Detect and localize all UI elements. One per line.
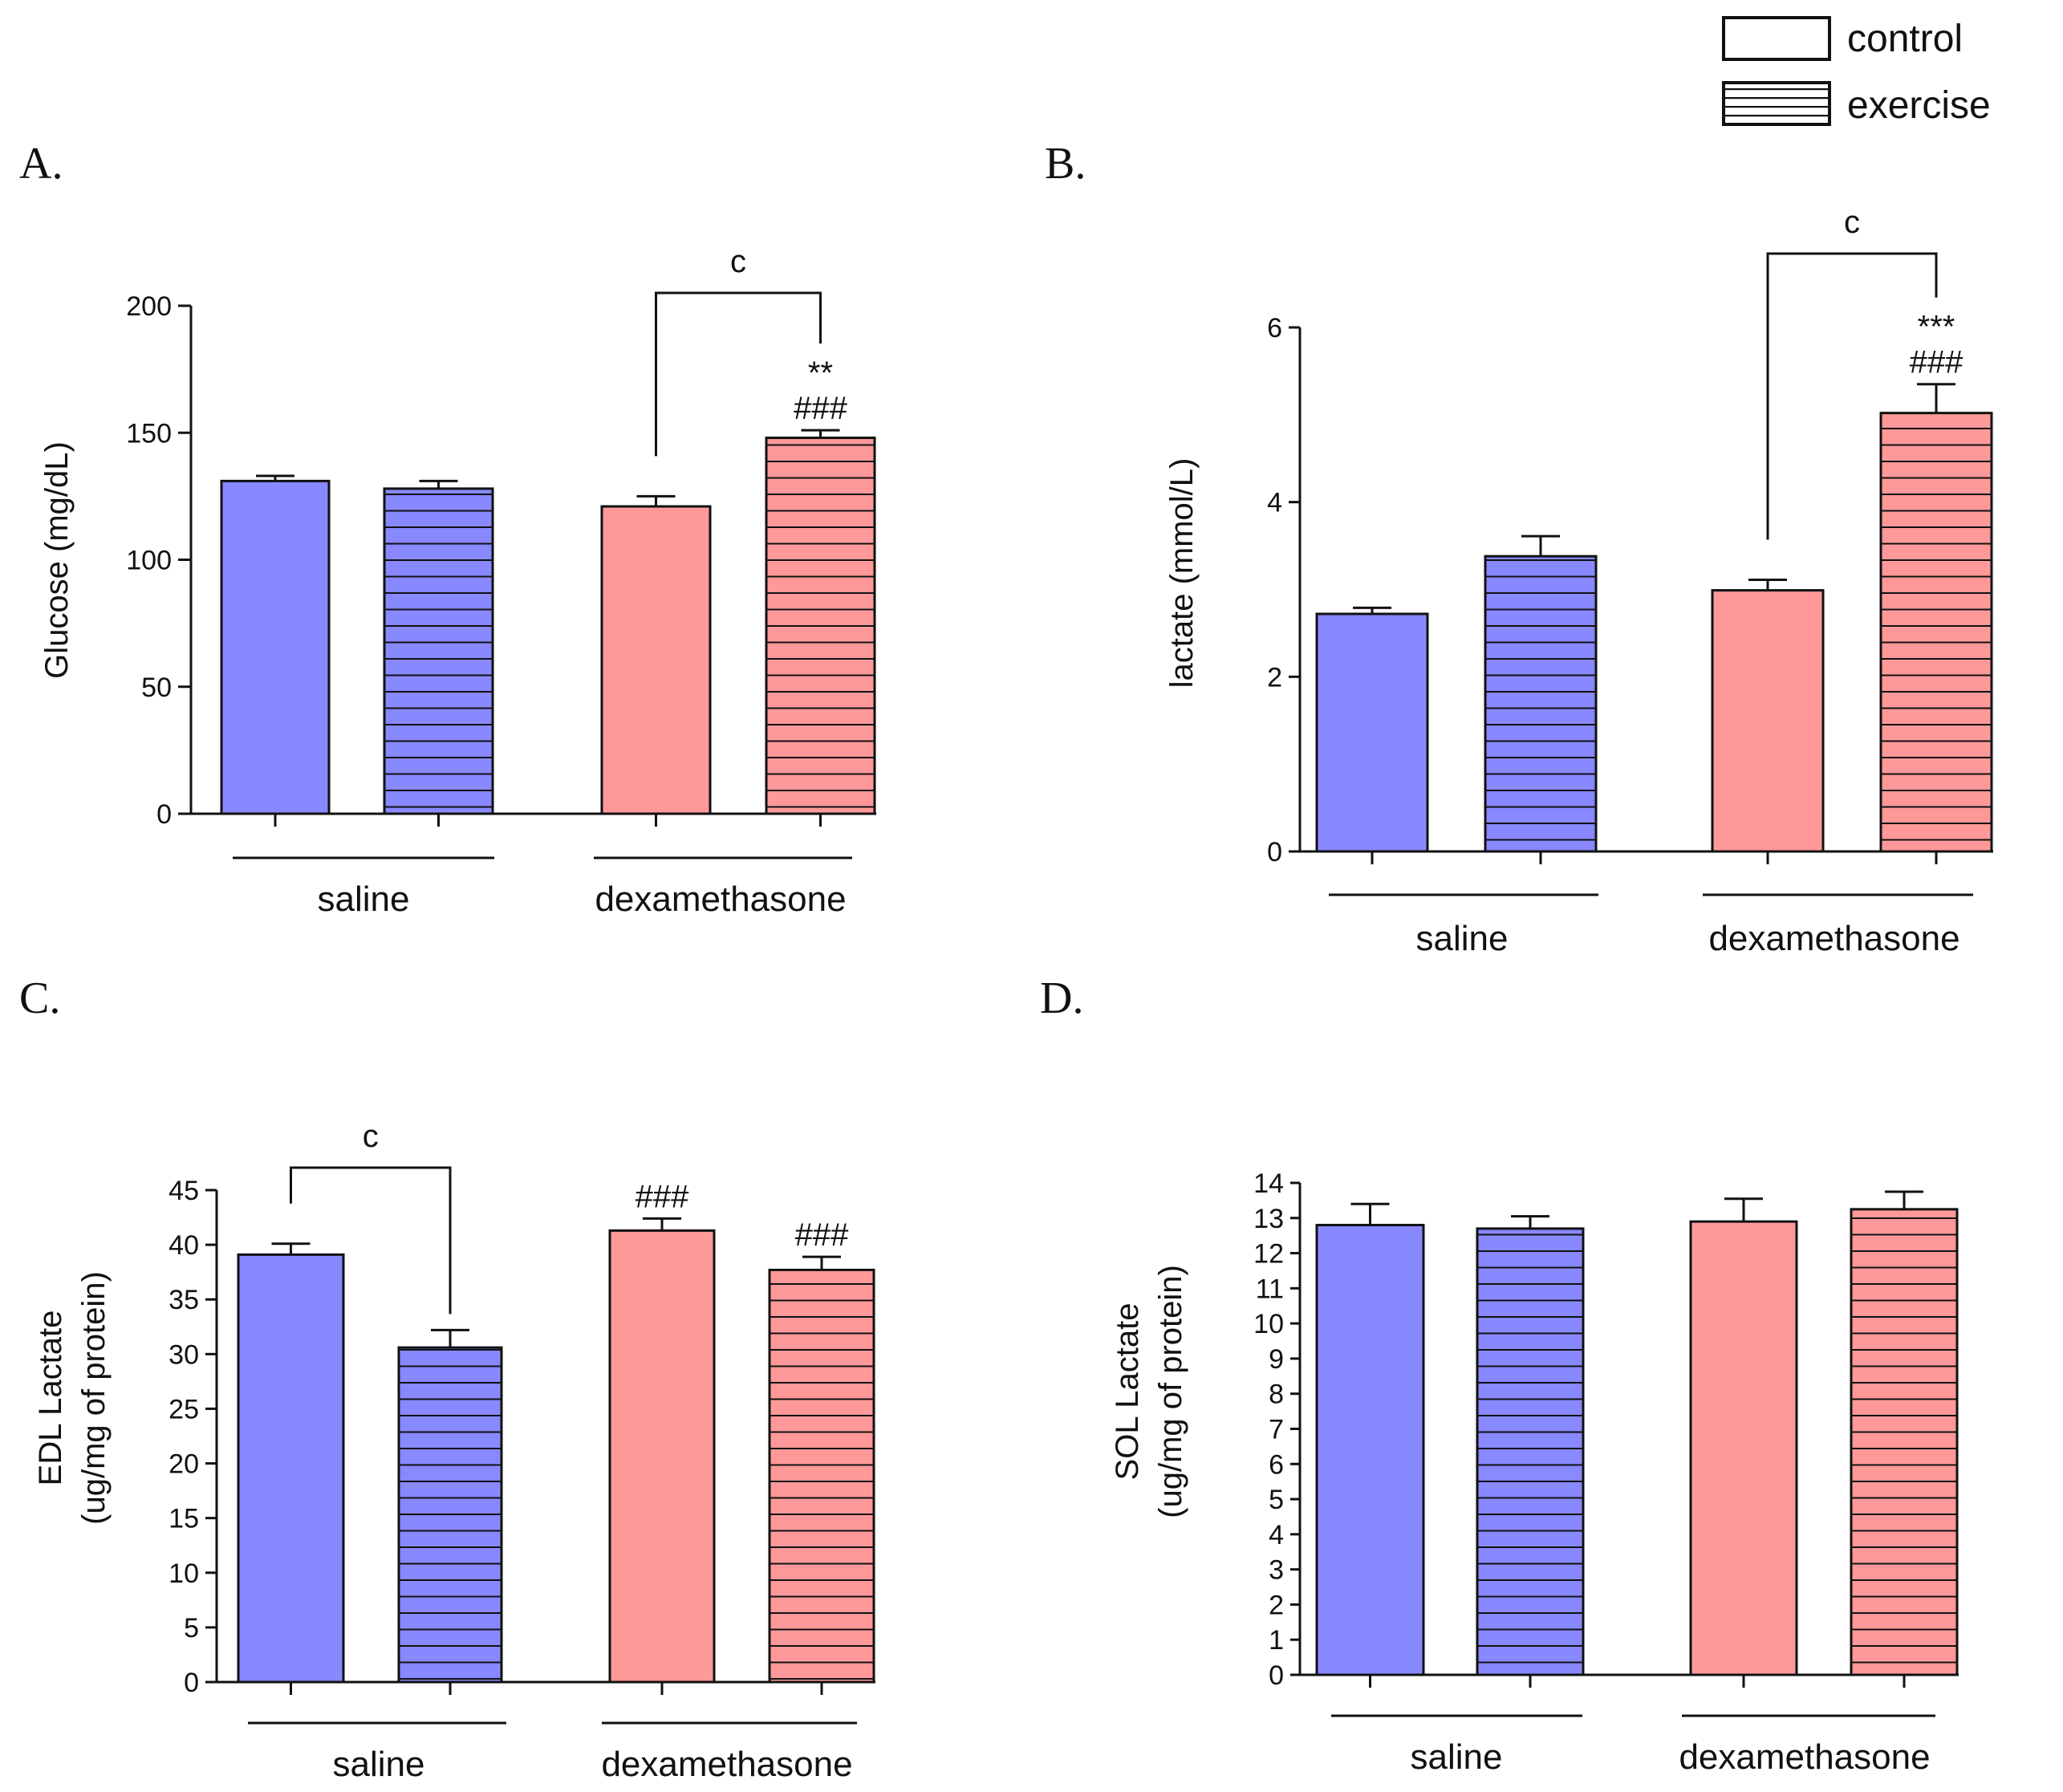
panel-b-group-label-saline: saline [1416, 919, 1509, 958]
panel-a-bar-dexamethasone-exercise [765, 437, 876, 815]
panel-a-y-tick-label: 200 [126, 291, 172, 322]
panel-d-y-tick-label: 8 [1269, 1380, 1284, 1410]
panel-d-chart: SOL Lactate (ug/mg of protein) saline de… [1110, 1168, 1959, 1777]
panel-c-y-tick-label: 40 [169, 1230, 199, 1261]
panel-c-group-label-dexamethasone: dexamethasone [601, 1745, 852, 1784]
panel-d-ylabel-line-2: (ug/mg of protein) [1153, 1265, 1188, 1518]
panel-d-ylabel-line-1: SOL Lactate [1110, 1303, 1145, 1481]
panel-letter-b: B. [1045, 139, 1086, 189]
panel-c-comparison-bracket [290, 1166, 452, 1315]
panel-b-comparison-bracket [1766, 252, 1938, 540]
panel-c-ylabel-line-2: (ug/mg of protein) [76, 1271, 112, 1525]
panel-b-bar-saline-exercise [1484, 555, 1598, 853]
panel-b-y-tick-label: 2 [1267, 662, 1282, 693]
panel-b-ylabel-line: lactate (mmol/L) [1164, 458, 1200, 689]
panel-b-y-tick-label: 0 [1267, 837, 1282, 868]
panel-b-significance-mark: ### [1910, 345, 1964, 380]
panel-c-significance-mark: ### [795, 1217, 849, 1253]
legend-label-exercise: exercise [1847, 84, 1991, 127]
panel-b-ylabel: lactate (mmol/L) [1164, 458, 1200, 689]
panel-d-bar-saline-exercise [1476, 1227, 1585, 1676]
panel-d-bar-dexamethasone-exercise [1850, 1208, 1959, 1676]
panel-c-bar-dexamethasone-exercise [768, 1268, 875, 1684]
panel-d-y-tick-label: 7 [1269, 1415, 1284, 1445]
panel-a-ylabel: Glucose (mg/dL) [39, 441, 75, 679]
panel-b-y-tick-label: 4 [1267, 488, 1282, 518]
legend: control exercise [1722, 16, 1991, 127]
panel-c-bracket-label: c [363, 1119, 379, 1154]
panel-c-y-tick-label: 45 [169, 1176, 199, 1206]
panel-d-y-tick-label: 14 [1253, 1168, 1284, 1199]
panel-b-bar-dexamethasone-control [1711, 589, 1825, 853]
panel-a-significance-mark: ** [808, 356, 833, 391]
panel-a-bar-saline-control [220, 479, 331, 815]
panel-b-bar-dexamethasone-exercise [1879, 412, 1993, 853]
panel-d-bar-saline-control [1315, 1224, 1425, 1676]
panel-c-ylabel: EDL Lactate (ug/mg of protein) [33, 1271, 112, 1525]
legend-label-control: control [1847, 18, 1963, 60]
panel-a-bracket-label: c [730, 244, 746, 279]
panel-d-y-tick-label: 4 [1269, 1520, 1284, 1550]
panel-c-y-tick-label: 0 [184, 1668, 199, 1698]
panel-c-y-tick-label: 30 [169, 1339, 199, 1370]
panel-d-y-tick-label: 11 [1256, 1274, 1284, 1304]
panel-d-group-label-dexamethasone: dexamethasone [1679, 1737, 1930, 1777]
panel-a-significance-mark: ### [794, 391, 847, 426]
panel-b-group-label-dexamethasone: dexamethasone [1708, 919, 1959, 958]
panel-c-y-tick-label: 20 [169, 1449, 199, 1480]
panel-a-y-tick-label: 0 [156, 799, 172, 830]
panel-c-bar-saline-control [237, 1253, 345, 1684]
panel-c-y-tick-label: 10 [169, 1558, 199, 1589]
panel-b-bar-saline-control [1315, 612, 1429, 853]
panel-d-y-tick-label: 3 [1269, 1555, 1284, 1586]
panel-a-y-tick-label: 50 [141, 673, 172, 703]
panel-d-bar-dexamethasone-control [1689, 1220, 1798, 1676]
panel-d-y-tick-label: 2 [1269, 1590, 1284, 1620]
panel-b-chart: lactate (mmol/L) saline dexamethasone 0 2… [1164, 205, 1993, 958]
panel-c-bar-saline-exercise [397, 1346, 503, 1684]
panel-a-group-label-dexamethasone: dexamethasone [595, 880, 846, 919]
panel-a-ylabel-line: Glucose (mg/dL) [39, 441, 75, 679]
panel-letter-c: C. [19, 973, 60, 1023]
panel-b-y-tick-label: 6 [1267, 313, 1282, 343]
panel-a-y-tick-label: 100 [126, 546, 172, 576]
panel-c-chart: EDL Lactate (ug/mg of protein) saline de… [33, 1119, 875, 1784]
panel-a-chart: Glucose (mg/dL) saline dexamethasone 0 50… [39, 244, 876, 919]
panel-d-y-tick-label: 13 [1253, 1204, 1284, 1234]
panel-d-y-tick-label: 6 [1269, 1449, 1284, 1480]
panel-c-y-tick-label: 15 [169, 1504, 199, 1534]
panel-d-y-tick-label: 12 [1253, 1239, 1284, 1270]
panel-d-y-tick-label: 1 [1269, 1625, 1284, 1656]
panel-d-y-tick-label: 5 [1269, 1485, 1284, 1515]
panel-a-comparison-bracket [655, 291, 822, 457]
legend-swatch-control [1722, 16, 1831, 61]
panel-letter-a: A. [19, 139, 63, 189]
panel-d-group-label-saline: saline [1411, 1737, 1503, 1777]
panel-b-bracket-label: c [1844, 205, 1860, 240]
legend-swatch-exercise [1722, 81, 1831, 126]
panel-c-y-tick-label: 35 [169, 1285, 199, 1315]
panel-d-y-tick-label: 10 [1253, 1309, 1284, 1339]
panel-d-y-tick-label: 0 [1269, 1660, 1284, 1691]
panel-a-bar-saline-exercise [383, 487, 494, 815]
panel-c-y-tick-label: 25 [169, 1394, 199, 1424]
panel-a-y-tick-label: 150 [126, 418, 172, 449]
panel-letter-d: D. [1040, 973, 1083, 1023]
panel-c-significance-mark: ### [636, 1179, 689, 1214]
panel-c-ylabel-line-1: EDL Lactate [33, 1310, 68, 1486]
panel-a-bar-dexamethasone-control [600, 505, 712, 815]
panel-d-ylabel: SOL Lactate (ug/mg of protein) [1110, 1265, 1188, 1518]
panel-d-y-tick-label: 9 [1269, 1344, 1284, 1375]
panel-c-bar-dexamethasone-control [608, 1229, 716, 1684]
panel-b-significance-mark: *** [1918, 310, 1955, 345]
panel-c-group-label-saline: saline [333, 1745, 425, 1784]
panel-a-group-label-saline: saline [318, 880, 410, 919]
panel-c-y-tick-label: 5 [184, 1613, 199, 1644]
